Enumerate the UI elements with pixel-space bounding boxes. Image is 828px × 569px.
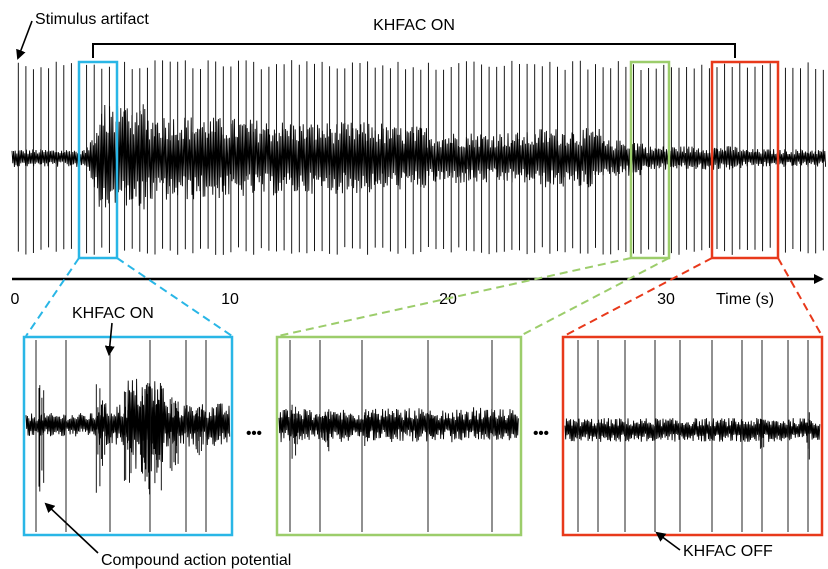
zoom-connector-blue-left [25, 257, 80, 337]
khfac-on-bracket-label: KHFAC ON [373, 17, 455, 34]
inset-panel-red [561, 335, 824, 537]
inset-action-potentials [759, 412, 810, 460]
trace-noise [11, 104, 827, 211]
time-tick-label: 0 [11, 291, 20, 308]
time-tick-label: 10 [221, 291, 239, 308]
compound-action-potential-arrow [44, 502, 99, 554]
inset-panel-blue [22, 335, 234, 537]
inset-noise [564, 417, 821, 442]
stimulus-artifact-spikes [17, 60, 824, 255]
inset-trace-green [278, 340, 519, 532]
time-tick-label: 20 [439, 291, 457, 308]
khfac-on-inset-arrow [104, 322, 115, 356]
stimulus-artifact-arrow [16, 20, 33, 60]
inset-trace-red [564, 340, 821, 532]
zoom-connector-red-right [777, 257, 823, 337]
zoom-connector-red-left [563, 257, 713, 337]
khfac-on-bracket [92, 43, 736, 58]
inset-noise [278, 407, 519, 443]
zoom-connector-green-left [277, 257, 632, 337]
khfac-on-inset-label: KHFAC ON [72, 305, 154, 322]
time-axis-label: Time (s) [716, 291, 774, 308]
khfac-off-arrow [655, 531, 681, 551]
time-tick-label: 30 [657, 291, 675, 308]
inset-trace-blue [25, 340, 231, 532]
zoom-window-red [710, 60, 780, 260]
ellipsis-1: ••• [246, 425, 262, 442]
inset-stimulus-artifacts [289, 340, 493, 532]
zoom-connector-blue-right [116, 257, 233, 337]
compound-action-potential-label: Compound action potential [101, 552, 291, 569]
stimulus-artifact-label: Stimulus artifact [35, 11, 149, 28]
zoom-window-green [629, 60, 671, 260]
inset-panel-green [275, 335, 523, 537]
ellipsis-2: ••• [533, 425, 549, 442]
time-axis-ticks: 0 10 20 30 [11, 291, 675, 308]
inset-action-potentials [291, 404, 434, 459]
khfac-off-label: KHFAC OFF [683, 543, 773, 560]
inset-action-potentials [38, 383, 202, 495]
zoom-connector-green-right [519, 257, 670, 337]
zoom-window-blue [77, 60, 119, 260]
main-emg-trace [11, 60, 827, 255]
